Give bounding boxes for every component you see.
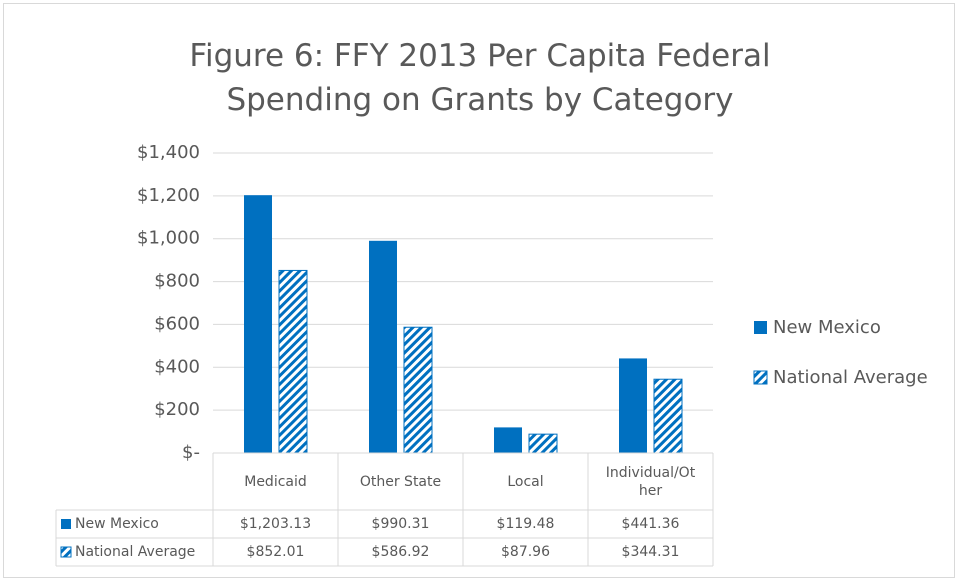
y-tick-label: $1,200: [137, 185, 200, 206]
y-tick-label: $800: [154, 271, 200, 292]
legend-label: National Average: [773, 367, 928, 388]
bar: [528, 433, 558, 454]
table-value: $990.31: [371, 516, 430, 532]
legend-swatch: [753, 370, 768, 385]
chart-border: [3, 3, 955, 578]
y-tick-label: $200: [154, 399, 200, 420]
category-label: Individual/Other: [605, 464, 696, 499]
bar: [619, 358, 647, 453]
y-tick-label: $-: [182, 442, 200, 463]
table-series-name: National Average: [75, 544, 196, 560]
y-tick-label: $600: [154, 313, 200, 334]
category-label: Other State: [359, 473, 442, 490]
y-tick-label: $1,000: [137, 228, 200, 249]
bar: [278, 269, 308, 454]
category-label: Local: [507, 473, 544, 490]
table-value: $441.36: [621, 516, 680, 532]
table-value: $586.92: [371, 544, 430, 560]
bar: [244, 195, 272, 453]
table-value: $87.96: [501, 544, 550, 560]
table-value: $852.01: [246, 544, 305, 560]
bar: [369, 240, 397, 453]
category-label: Medicaid: [244, 473, 307, 490]
table-value: $119.48: [496, 516, 555, 532]
table-series-name: New Mexico: [75, 516, 159, 532]
table-value: $344.31: [621, 544, 680, 560]
bar: [653, 378, 683, 454]
table-legend-swatch: [60, 546, 72, 558]
bar: [403, 326, 433, 454]
y-tick-label: $400: [154, 356, 200, 377]
legend-label: New Mexico: [773, 317, 881, 338]
bar: [494, 427, 522, 453]
y-tick-label: $1,400: [137, 142, 200, 163]
legend-swatch: [754, 321, 767, 334]
table-legend-swatch: [61, 519, 71, 529]
table-value: $1,203.13: [239, 516, 312, 532]
chart-title: Figure 6: FFY 2013 Per Capita Federal Sp…: [189, 38, 771, 118]
